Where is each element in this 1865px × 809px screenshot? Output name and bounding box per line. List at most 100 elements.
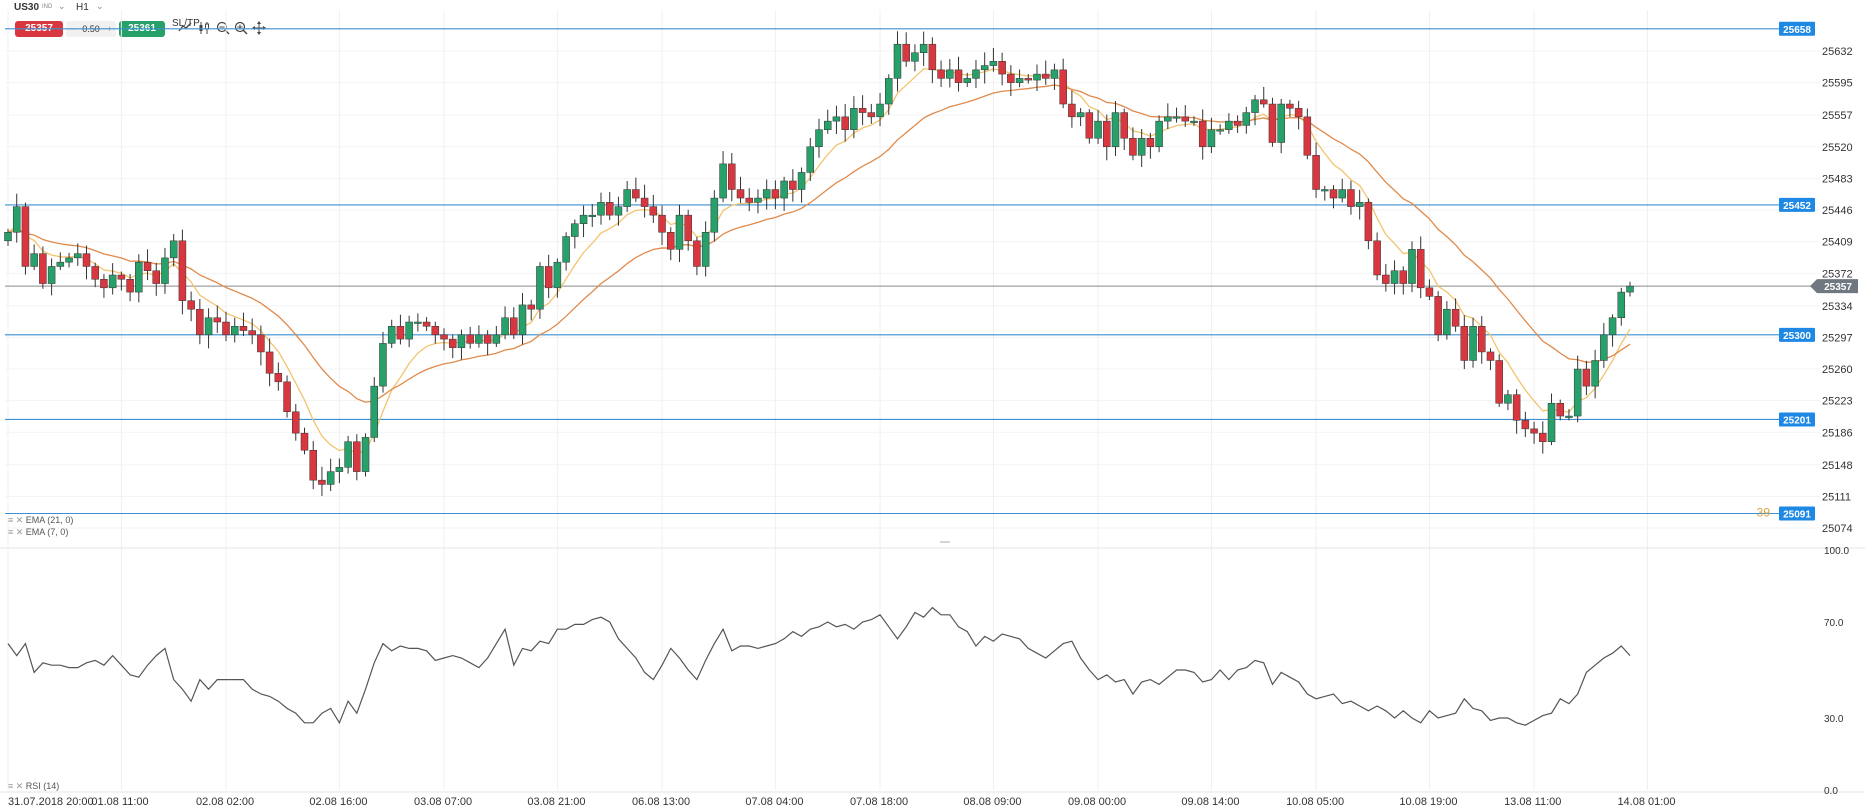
candle[interactable]	[553, 258, 562, 298]
candle-body[interactable]	[387, 326, 396, 344]
candle[interactable]	[963, 72, 971, 87]
candle-body[interactable]	[858, 108, 867, 113]
candle-body[interactable]	[91, 266, 99, 280]
candle-body[interactable]	[972, 69, 980, 79]
candle-body[interactable]	[283, 381, 291, 413]
candle-body[interactable]	[980, 65, 989, 71]
candle-body[interactable]	[431, 326, 440, 336]
candle-body[interactable]	[745, 197, 753, 203]
candle-body[interactable]	[579, 214, 588, 224]
candle[interactable]	[4, 228, 12, 246]
candle[interactable]	[1312, 142, 1320, 198]
candle-body[interactable]	[1617, 291, 1626, 318]
candle-body[interactable]	[1251, 99, 1259, 113]
candle-body[interactable]	[379, 343, 387, 387]
candle-body[interactable]	[1312, 155, 1320, 190]
candle[interactable]	[797, 167, 806, 203]
candle-body[interactable]	[693, 240, 701, 267]
candle[interactable]	[510, 307, 518, 340]
candle[interactable]	[300, 427, 309, 455]
candle-body[interactable]	[309, 449, 317, 481]
candle[interactable]	[326, 458, 335, 491]
candle[interactable]	[684, 209, 692, 251]
candle[interactable]	[885, 74, 893, 115]
candle[interactable]	[126, 273, 134, 302]
candle[interactable]	[47, 258, 56, 296]
candle-body[interactable]	[623, 189, 631, 207]
candle-body[interactable]	[1164, 116, 1172, 122]
candle-body[interactable]	[1373, 240, 1381, 276]
candle-body[interactable]	[361, 437, 370, 472]
candle-body[interactable]	[414, 321, 422, 324]
candle-body[interactable]	[483, 334, 492, 344]
candle-body[interactable]	[12, 206, 21, 233]
candle-body[interactable]	[1608, 317, 1617, 336]
candle[interactable]	[588, 203, 597, 227]
candle-body[interactable]	[143, 261, 152, 271]
candle-body[interactable]	[562, 236, 570, 263]
candle[interactable]	[911, 44, 919, 72]
candle[interactable]	[658, 205, 666, 246]
candle[interactable]	[1277, 98, 1285, 154]
candle-body[interactable]	[832, 116, 841, 122]
candle[interactable]	[675, 204, 684, 263]
level-tag[interactable]: 25452	[1779, 197, 1815, 212]
candle[interactable]	[1303, 108, 1312, 160]
candle[interactable]	[832, 105, 841, 134]
candle-body[interactable]	[780, 180, 788, 199]
candle[interactable]	[335, 458, 344, 484]
candle[interactable]	[1268, 97, 1277, 147]
candle-body[interactable]	[536, 266, 544, 310]
candle[interactable]	[1425, 279, 1434, 301]
candle-body[interactable]	[1007, 73, 1015, 83]
candle-body[interactable]	[1041, 73, 1050, 79]
candle-body[interactable]	[1242, 112, 1251, 126]
candle[interactable]	[937, 60, 945, 87]
candle[interactable]	[1190, 116, 1198, 126]
candle-body[interactable]	[370, 385, 379, 438]
candle[interactable]	[344, 435, 352, 474]
candle-body[interactable]	[797, 172, 806, 190]
candle[interactable]	[579, 205, 588, 238]
candle-body[interactable]	[466, 334, 474, 344]
candle[interactable]	[178, 229, 187, 315]
candle-body[interactable]	[213, 317, 222, 323]
candle-body[interactable]	[911, 52, 919, 62]
candle[interactable]	[902, 32, 910, 67]
candle[interactable]	[1495, 354, 1503, 407]
candle-body[interactable]	[1190, 120, 1198, 123]
candle[interactable]	[536, 262, 544, 319]
candle[interactable]	[30, 244, 38, 271]
candle[interactable]	[1216, 124, 1224, 135]
candle-body[interactable]	[1451, 308, 1460, 327]
candle-body[interactable]	[675, 214, 684, 250]
candle-body[interactable]	[762, 189, 771, 199]
candle-body[interactable]	[1364, 202, 1373, 242]
candle[interactable]	[475, 325, 483, 348]
candle-body[interactable]	[82, 253, 91, 267]
candle[interactable]	[274, 362, 283, 391]
candle[interactable]	[1408, 241, 1416, 293]
candle[interactable]	[972, 59, 980, 88]
candle[interactable]	[605, 192, 614, 221]
candle-body[interactable]	[658, 214, 666, 233]
candle[interactable]	[1155, 115, 1163, 153]
candle[interactable]	[65, 252, 73, 268]
candle-body[interactable]	[196, 308, 204, 336]
candle[interactable]	[789, 169, 797, 202]
candle[interactable]	[361, 433, 370, 477]
candle[interactable]	[161, 247, 169, 294]
candle[interactable]	[667, 227, 675, 261]
candle-body[interactable]	[39, 253, 47, 284]
candle[interactable]	[1617, 287, 1626, 326]
candle[interactable]	[893, 31, 902, 92]
candle[interactable]	[632, 177, 640, 202]
candle-body[interactable]	[1416, 249, 1425, 289]
candle[interactable]	[1539, 421, 1547, 454]
candle-body[interactable]	[1321, 189, 1329, 192]
candle-body[interactable]	[701, 232, 710, 267]
candle[interactable]	[1242, 106, 1251, 134]
candle[interactable]	[39, 246, 47, 289]
level-tag[interactable]: 25201	[1779, 412, 1815, 427]
